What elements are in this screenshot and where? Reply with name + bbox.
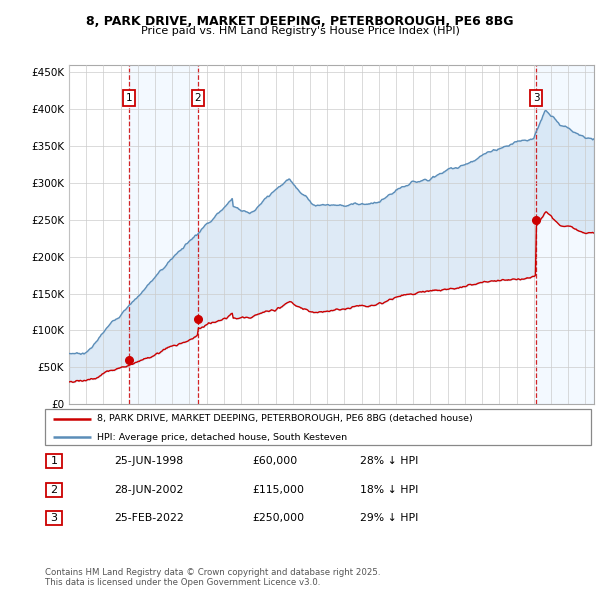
Bar	[129, 65, 198, 404]
Text: Price paid vs. HM Land Registry's House Price Index (HPI): Price paid vs. HM Land Registry's House …	[140, 26, 460, 36]
Text: 2: 2	[50, 485, 58, 494]
Text: HPI: Average price, detached house, South Kesteven: HPI: Average price, detached house, Sout…	[97, 433, 347, 442]
Bar	[536, 65, 594, 404]
Text: 1: 1	[50, 457, 58, 466]
Text: 25-FEB-2022: 25-FEB-2022	[114, 513, 184, 523]
Text: 1: 1	[125, 93, 132, 103]
Text: 18% ↓ HPI: 18% ↓ HPI	[360, 485, 418, 494]
FancyBboxPatch shape	[46, 454, 62, 468]
Text: £60,000: £60,000	[252, 457, 297, 466]
FancyBboxPatch shape	[46, 483, 62, 497]
Text: 29% ↓ HPI: 29% ↓ HPI	[360, 513, 418, 523]
Text: 28-JUN-2002: 28-JUN-2002	[114, 485, 184, 494]
Text: 8, PARK DRIVE, MARKET DEEPING, PETERBOROUGH, PE6 8BG: 8, PARK DRIVE, MARKET DEEPING, PETERBORO…	[86, 15, 514, 28]
FancyBboxPatch shape	[45, 409, 591, 445]
Text: 28% ↓ HPI: 28% ↓ HPI	[360, 457, 418, 466]
Text: 2: 2	[194, 93, 201, 103]
Text: 8, PARK DRIVE, MARKET DEEPING, PETERBOROUGH, PE6 8BG (detached house): 8, PARK DRIVE, MARKET DEEPING, PETERBORO…	[97, 414, 473, 423]
Text: 3: 3	[533, 93, 539, 103]
Text: £250,000: £250,000	[252, 513, 304, 523]
Text: 3: 3	[50, 513, 58, 523]
Text: 25-JUN-1998: 25-JUN-1998	[114, 457, 183, 466]
FancyBboxPatch shape	[46, 511, 62, 525]
Text: Contains HM Land Registry data © Crown copyright and database right 2025.
This d: Contains HM Land Registry data © Crown c…	[45, 568, 380, 587]
Text: £115,000: £115,000	[252, 485, 304, 494]
